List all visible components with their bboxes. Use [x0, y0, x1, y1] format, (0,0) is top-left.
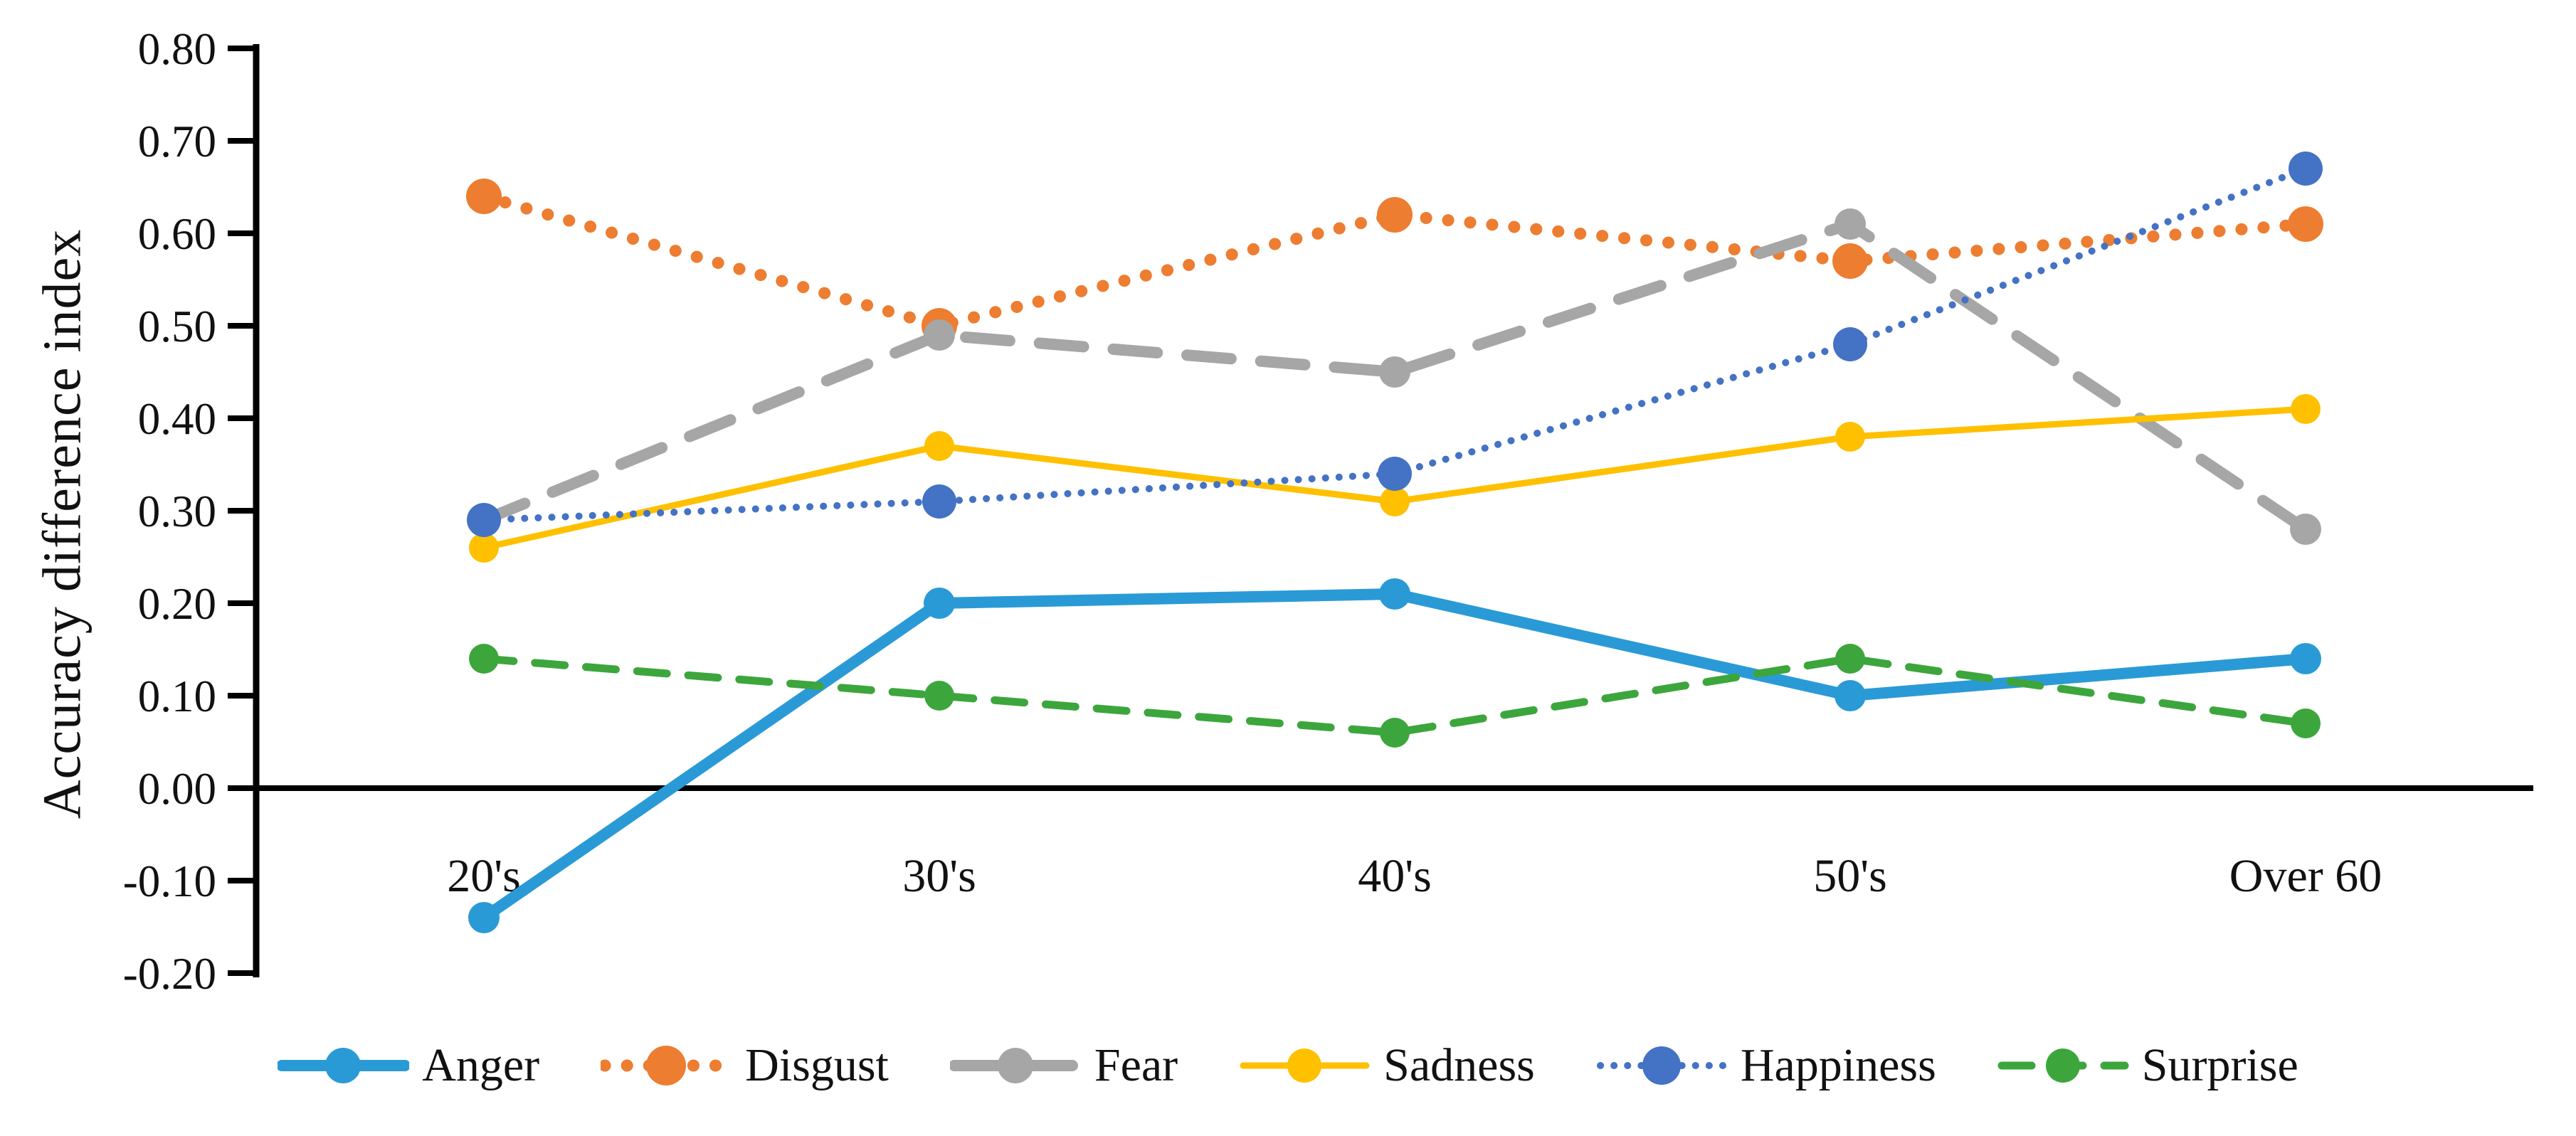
data-point-surprise [469, 644, 499, 674]
data-point-surprise [1380, 718, 1410, 748]
data-point-disgust [1832, 243, 1868, 279]
data-point-sadness [2291, 394, 2321, 424]
legend-label: Disgust [745, 1039, 889, 1091]
legend-item-disgust: Disgust [601, 1033, 889, 1098]
data-point-happiness [1833, 327, 1867, 361]
data-point-sadness [469, 533, 499, 563]
y-tick-label: 0.00 [138, 764, 216, 814]
data-point-anger [1835, 680, 1866, 711]
data-point-sadness [924, 431, 954, 461]
legend-label: Fear [1094, 1039, 1178, 1091]
legend-swatch-anger-icon [278, 1048, 410, 1083]
data-point-disgust [2288, 206, 2323, 242]
data-point-disgust [1377, 197, 1413, 233]
legend-label: Surprise [2141, 1039, 2298, 1091]
x-tick-label: 30's [902, 850, 976, 902]
legend-label: Sadness [1383, 1039, 1535, 1091]
data-point-surprise [2291, 708, 2321, 738]
series-line-surprise [480, 654, 2310, 737]
data-point-fear [2290, 514, 2321, 545]
data-point-fear [1835, 208, 1866, 240]
y-tick-label: 0.60 [138, 209, 216, 259]
data-point-surprise [1835, 644, 1865, 674]
legend-item-sadness: Sadness [1239, 1033, 1535, 1098]
legend-marker [2045, 1049, 2080, 1083]
data-point-disgust [466, 179, 502, 214]
data-point-anger [924, 588, 955, 619]
data-point-anger [1379, 578, 1410, 610]
legend-marker [1642, 1046, 1681, 1085]
legend-item-surprise: Surprise [1997, 1033, 2298, 1098]
legend-marker [997, 1048, 1033, 1083]
legend-marker [646, 1046, 687, 1085]
x-tick-label: Over 60 [2229, 850, 2382, 902]
legend-swatch-surprise-icon [1997, 1049, 2129, 1083]
y-tick-label: 0.30 [138, 487, 216, 536]
data-point-sadness [1835, 422, 1865, 452]
data-point-surprise [924, 681, 954, 711]
legend-swatch-fear-icon [949, 1048, 1082, 1083]
y-tick-label: -0.10 [123, 856, 216, 906]
data-point-fear [924, 319, 955, 351]
legend-marker [1287, 1049, 1322, 1083]
data-point-happiness [467, 503, 501, 537]
y-tick-label: 0.50 [138, 302, 216, 351]
x-tick-label: 20's [447, 850, 521, 902]
y-tick-label: 0.20 [138, 579, 216, 629]
data-point-sadness [1380, 487, 1410, 516]
data-point-happiness [1378, 457, 1412, 491]
data-point-fear [1379, 356, 1410, 388]
series-line-fear [478, 218, 2311, 535]
series-line-disgust [477, 190, 2312, 332]
legend-item-fear: Fear [949, 1033, 1178, 1098]
y-axis-title: Accuracy difference index [32, 228, 93, 819]
legend-swatch-happiness-icon [1596, 1046, 1727, 1085]
legend: Anger Disgust Fear Sadness Happiness Surprise [0, 1033, 2576, 1098]
legend-marker [325, 1048, 361, 1083]
y-tick-label: 0.80 [138, 24, 216, 74]
data-point-happiness [2289, 152, 2323, 186]
legend-label: Happiness [1740, 1039, 1936, 1091]
data-point-happiness [922, 484, 956, 519]
y-tick-label: 0.70 [138, 117, 216, 166]
data-point-anger [468, 902, 500, 933]
legend-swatch-sadness-icon [1240, 1049, 1370, 1083]
legend-label: Anger [422, 1039, 540, 1091]
y-tick-label: 0.40 [138, 394, 216, 444]
y-tick-label: 0.10 [138, 671, 216, 721]
x-tick-label: 50's [1813, 850, 1887, 902]
data-point-anger [2290, 643, 2321, 674]
y-tick-label: -0.20 [123, 949, 216, 999]
x-tick-label: 40's [1358, 850, 1432, 902]
legend-swatch-disgust-icon [601, 1046, 733, 1085]
legend-item-happiness: Happiness [1596, 1033, 1936, 1098]
legend-item-anger: Anger [278, 1033, 539, 1098]
